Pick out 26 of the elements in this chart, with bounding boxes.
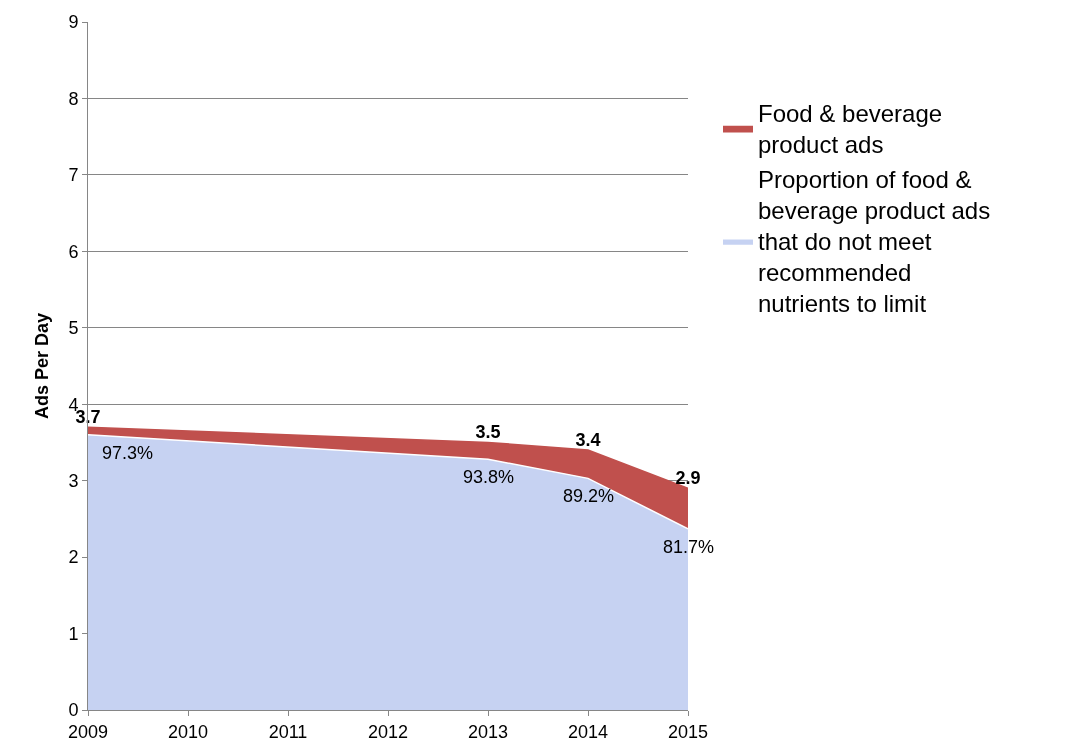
annotation: 97.3% [102,443,154,463]
y-tick-label: 3 [68,470,79,491]
y-tick-label: 1 [68,623,79,644]
x-tick-label: 2011 [268,721,308,742]
y-axis-title: Ads Per Day [31,312,52,420]
x-tick-label: 2010 [167,721,209,742]
y-tick-label: 5 [68,318,79,339]
y-tick-label: 0 [68,700,79,721]
y-tick-label: 2 [68,547,79,568]
annotation: 81.7% [663,537,715,557]
legend-label: Food & beverage product ads [758,100,943,159]
y-tick-label: 7 [68,165,79,186]
data-label: 3.5 [475,421,501,442]
x-tick-label: 2012 [367,721,409,742]
x-tick-label: 2015 [667,721,709,742]
data-label: 2.9 [675,467,701,488]
data-label: 3.4 [575,429,601,450]
x-tick-label: 2013 [467,721,509,742]
x-tick-label: 2014 [567,721,609,742]
y-tick-label: 6 [68,241,79,262]
annotation: 89.2% [563,486,615,506]
y-tick-label: 9 [68,12,79,33]
legend-label: Proportion of food & beverage product ads that do not meet recommended nutrients to limit [758,165,991,318]
x-tick-label: 2009 [67,721,109,742]
annotation: 93.8% [463,467,515,487]
y-tick-label: 8 [68,88,79,109]
